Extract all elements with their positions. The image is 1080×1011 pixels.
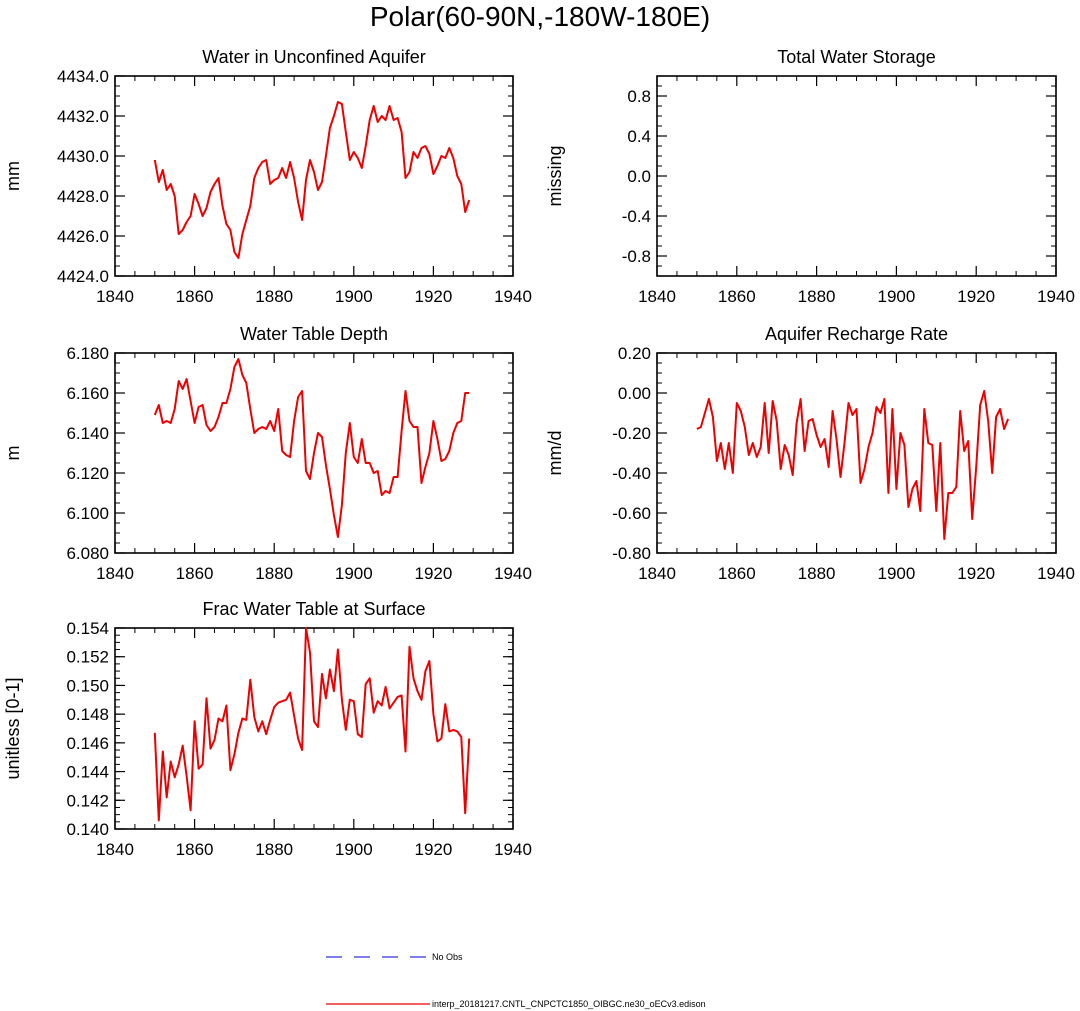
- y-tick-label: 4426.0: [57, 227, 109, 246]
- x-tick-label: 1840: [638, 564, 676, 583]
- y-tick-label: 0.152: [66, 648, 109, 667]
- y-tick-label: 0.00: [618, 384, 651, 403]
- x-tick-label: 1860: [176, 564, 214, 583]
- panel-total-water-storage: Total Water Storage missing 1840 1860 1880 19…: [545, 47, 1075, 306]
- x-tick-label: 1840: [96, 564, 134, 583]
- y-tick-label: 0.146: [66, 734, 109, 753]
- y-tick-label: -0.80: [612, 544, 651, 563]
- x-tick-label: 1920: [414, 287, 452, 306]
- x-tick-label: 1940: [494, 287, 532, 306]
- y-tick-label: 0.0: [627, 167, 651, 186]
- x-tick-label: 1920: [414, 840, 452, 859]
- x-tick-label: 1900: [877, 564, 915, 583]
- x-tick-label: 1880: [798, 287, 836, 306]
- y-tick-label: 0.142: [66, 791, 109, 810]
- x-tick-label: 1840: [96, 287, 134, 306]
- legend: No Obs interp_20181217.CNTL_CNPCTC1850_O…: [326, 952, 706, 1009]
- panel-frac-water-table-at-surface: Frac Water Table at Surface unitless [0-1…: [3, 599, 532, 859]
- series-line: [153, 627, 471, 822]
- x-tick-label: 1940: [494, 564, 532, 583]
- y-tick-label: 0.148: [66, 705, 109, 724]
- panel-title: Total Water Storage: [777, 47, 935, 67]
- plot-frame: [656, 352, 1057, 554]
- x-tick-label: 1900: [335, 840, 373, 859]
- x-tick-label: 1840: [96, 840, 134, 859]
- x-tick-label: 1860: [176, 287, 214, 306]
- plot-frame: [656, 75, 1057, 277]
- x-tick-label: 1880: [798, 564, 836, 583]
- y-tick-label: 0.150: [66, 676, 109, 695]
- y-tick-label: -0.60: [612, 504, 651, 523]
- y-tick-label: 0.8: [627, 87, 651, 106]
- y-tick-label: 6.080: [66, 544, 109, 563]
- figure-title: Polar(60-90N,-180W-180E): [369, 1, 711, 32]
- y-tick-label: 4434.0: [57, 67, 109, 86]
- y-tick-label: 0.4: [627, 127, 651, 146]
- panel-aquifer-recharge-rate: Aquifer Recharge Rate mm/d 1840 1860 1880 190…: [545, 324, 1075, 583]
- y-tick-label: 4428.0: [57, 187, 109, 206]
- y-axis-label: unitless [0-1]: [3, 677, 23, 779]
- plot-frame: [114, 75, 514, 277]
- panel-title: Water in Unconfined Aquifer: [202, 47, 425, 67]
- x-tick-label: 1880: [255, 287, 293, 306]
- x-tick-label: 1860: [176, 840, 214, 859]
- x-tick-label: 1860: [718, 564, 756, 583]
- y-tick-label: 6.120: [66, 464, 109, 483]
- series-line: [696, 390, 1010, 540]
- x-tick-label: 1880: [255, 840, 293, 859]
- y-axis-label: mm: [3, 161, 23, 191]
- panel-water-table-depth: Water Table Depth m 1840 1860 1880 1900 1920 19…: [3, 324, 532, 583]
- x-tick-label: 1880: [255, 564, 293, 583]
- y-tick-label: -0.20: [612, 424, 651, 443]
- panel-title: Water Table Depth: [240, 324, 388, 344]
- x-tick-label: 1940: [1037, 287, 1075, 306]
- y-axis-label: mm/d: [545, 431, 565, 476]
- y-tick-label: 6.160: [66, 384, 109, 403]
- y-tick-label: 0.20: [618, 344, 651, 363]
- x-tick-label: 1900: [335, 564, 373, 583]
- panel-title: Aquifer Recharge Rate: [765, 324, 948, 344]
- y-tick-label: 0.140: [66, 820, 109, 839]
- y-tick-label: -0.8: [622, 247, 651, 266]
- y-tick-label: 6.180: [66, 344, 109, 363]
- y-tick-label: 6.140: [66, 424, 109, 443]
- y-tick-label: 0.154: [66, 619, 109, 638]
- y-tick-label: 4424.0: [57, 267, 109, 286]
- x-tick-label: 1860: [718, 287, 756, 306]
- panel-water-in-unconfined-aquifer: Water in Unconfined Aquifer mm 1840 1860 188…: [3, 47, 532, 306]
- x-tick-label: 1940: [1037, 564, 1075, 583]
- x-tick-label: 1900: [335, 287, 373, 306]
- series-line: [153, 358, 470, 538]
- y-axis-label: missing: [545, 145, 565, 206]
- y-tick-label: 6.100: [66, 504, 109, 523]
- y-tick-label: -0.4: [622, 207, 651, 226]
- x-tick-label: 1940: [494, 840, 532, 859]
- x-tick-label: 1840: [638, 287, 676, 306]
- panel-title: Frac Water Table at Surface: [202, 599, 425, 619]
- plot-frame: [114, 627, 514, 830]
- y-tick-label: -0.40: [612, 464, 651, 483]
- legend-model-label: interp_20181217.CNTL_CNPCTC1850_OIBGC.ne…: [432, 999, 706, 1009]
- y-tick-label: 0.144: [66, 763, 109, 782]
- y-tick-label: 4430.0: [57, 147, 109, 166]
- y-tick-label: 4432.0: [57, 107, 109, 126]
- x-tick-label: 1900: [877, 287, 915, 306]
- y-axis-label: m: [3, 446, 23, 461]
- legend-obs-label: No Obs: [432, 952, 463, 962]
- x-tick-label: 1920: [957, 564, 995, 583]
- x-tick-label: 1920: [957, 287, 995, 306]
- plot-frame: [114, 352, 514, 554]
- x-tick-label: 1920: [414, 564, 452, 583]
- series-line: [153, 101, 471, 259]
